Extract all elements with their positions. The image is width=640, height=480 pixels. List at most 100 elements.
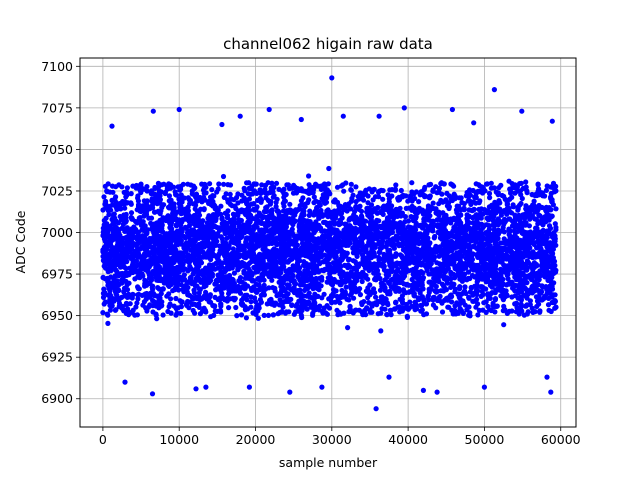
data-point xyxy=(238,209,244,215)
data-point xyxy=(309,254,315,260)
data-point xyxy=(298,198,304,204)
data-point xyxy=(252,222,258,228)
data-point xyxy=(382,306,388,312)
data-point xyxy=(467,254,473,260)
data-point xyxy=(372,244,378,250)
data-point xyxy=(359,241,365,247)
data-point xyxy=(409,229,415,235)
data-point xyxy=(377,287,383,293)
data-point xyxy=(381,251,387,257)
data-point xyxy=(285,285,291,291)
data-point xyxy=(378,328,384,334)
data-point xyxy=(386,279,392,286)
data-point xyxy=(499,267,505,273)
data-point xyxy=(519,245,525,251)
data-point xyxy=(487,242,493,248)
data-point xyxy=(270,312,276,318)
data-point xyxy=(386,258,392,264)
data-point xyxy=(310,310,316,316)
data-point xyxy=(163,258,169,264)
data-point xyxy=(238,312,245,318)
data-point xyxy=(255,197,261,203)
data-point xyxy=(396,241,402,247)
data-point xyxy=(233,304,239,311)
data-point xyxy=(266,257,273,263)
data-point xyxy=(203,283,209,289)
data-point xyxy=(291,233,297,239)
data-point xyxy=(269,240,275,246)
data-point xyxy=(512,230,518,236)
data-point xyxy=(551,237,558,243)
data-point xyxy=(166,291,172,297)
data-point xyxy=(167,220,173,226)
data-point xyxy=(135,285,141,292)
data-point xyxy=(396,304,403,310)
data-point xyxy=(461,201,467,207)
data-point xyxy=(539,258,545,264)
data-point xyxy=(502,216,508,222)
data-point xyxy=(175,305,181,311)
data-point xyxy=(445,304,451,310)
data-point xyxy=(405,218,412,224)
data-point xyxy=(431,235,437,241)
data-point xyxy=(155,238,161,245)
data-point xyxy=(458,212,464,218)
data-point xyxy=(540,237,546,243)
data-point xyxy=(517,237,524,243)
data-point xyxy=(475,312,481,318)
data-point xyxy=(434,190,440,196)
data-point xyxy=(215,253,221,259)
data-point xyxy=(430,224,436,230)
data-point xyxy=(488,238,494,244)
data-point xyxy=(368,232,374,238)
data-point xyxy=(214,238,220,244)
data-point xyxy=(515,290,522,296)
data-point xyxy=(146,275,152,281)
data-point xyxy=(283,208,289,214)
data-point xyxy=(103,265,109,271)
data-point xyxy=(536,202,542,209)
data-point xyxy=(135,262,141,268)
data-point xyxy=(529,274,536,280)
data-point xyxy=(264,301,270,307)
data-point xyxy=(416,282,422,288)
data-point xyxy=(449,293,455,300)
data-point xyxy=(359,228,365,234)
data-point xyxy=(228,217,234,224)
data-point xyxy=(269,277,275,283)
data-point xyxy=(413,255,419,261)
data-point xyxy=(487,195,493,201)
data-point xyxy=(375,204,381,211)
data-point xyxy=(437,271,443,277)
data-point xyxy=(130,307,136,313)
data-point xyxy=(156,244,162,250)
data-point xyxy=(315,236,321,242)
data-point xyxy=(142,292,148,298)
data-point xyxy=(167,233,173,239)
data-point xyxy=(105,320,111,326)
data-point xyxy=(441,214,447,220)
data-point xyxy=(274,293,280,299)
data-point xyxy=(316,222,322,228)
data-point xyxy=(221,269,228,275)
data-points xyxy=(100,75,559,412)
data-point xyxy=(506,226,512,232)
data-point xyxy=(380,238,386,244)
data-point xyxy=(477,246,483,252)
data-point xyxy=(468,244,474,250)
data-point xyxy=(173,222,179,228)
data-point xyxy=(441,273,447,279)
data-point xyxy=(249,201,255,207)
data-point xyxy=(371,264,377,270)
data-point xyxy=(548,194,554,200)
data-point xyxy=(543,253,550,259)
data-point xyxy=(135,193,141,199)
data-point xyxy=(179,217,185,223)
data-point xyxy=(218,203,224,209)
data-point xyxy=(419,286,425,292)
data-point xyxy=(137,275,143,281)
data-point xyxy=(200,187,207,193)
data-point xyxy=(166,193,172,199)
data-point xyxy=(219,215,225,221)
data-point xyxy=(539,250,545,256)
